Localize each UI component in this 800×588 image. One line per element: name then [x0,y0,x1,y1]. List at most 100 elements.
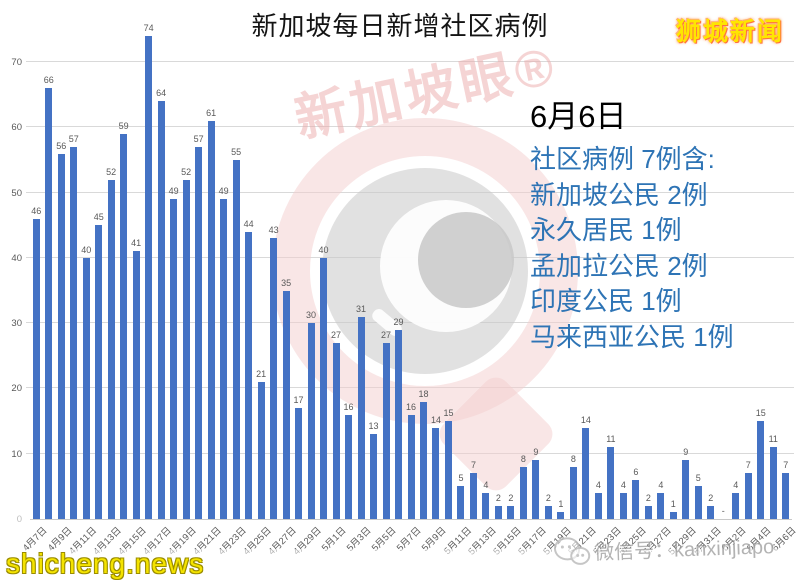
bar-value-label: 4 [483,479,489,490]
bar-value-label: 52 [181,166,192,177]
bar [694,486,702,519]
bar [182,179,190,519]
bar-value-label: 14 [580,414,591,425]
bar [607,447,615,519]
bar-value-label: 66 [43,75,54,86]
bar-value-label: 13 [368,421,379,432]
bar [270,238,278,519]
y-tick-label: 60 [11,122,22,134]
bar [145,36,153,519]
bar [482,492,490,519]
bar [432,427,440,519]
bottom-fade-strip [0,549,800,588]
bar-value-label: 17 [293,395,304,406]
bar-value-label: 8 [520,453,526,464]
bar-value-label: 29 [393,316,404,327]
bar [769,447,777,519]
bar-value-label: 7 [470,460,476,471]
bar [707,505,715,519]
bar-value-label: 56 [56,140,67,151]
annotation-line: 社区病例 7例含: [530,144,715,174]
y-tick-label: 30 [11,318,22,330]
bar [757,421,765,519]
gridline [26,61,794,63]
bar-value-label: 45 [93,212,104,223]
bar [682,460,690,519]
bar [657,492,665,519]
bar-value-label: 30 [306,310,317,321]
bar [282,290,290,519]
bar-value-label: 31 [356,303,367,314]
bar-value-label: 9 [533,447,539,458]
bar [232,160,240,519]
bar [332,342,340,519]
bar [345,414,353,519]
annotation-line: 新加坡公民 2例 [530,179,708,210]
bar-value-label: 15 [755,408,766,419]
bar-value-label: 6 [633,466,639,477]
bar [245,231,253,519]
bar-value-label: 55 [231,147,242,158]
bar-value-label: 5 [695,473,701,484]
bar-value-label: 16 [405,401,417,412]
bar [569,466,577,519]
bar-value-label: 49 [218,186,229,197]
bar-value-label: 2 [495,492,501,503]
wechat-account-label: 微信号：kanxinjiapo [593,535,775,564]
bar-value-label: - [721,506,725,516]
bar [632,479,640,519]
bar-value-label: 16 [343,401,354,412]
annotation-date: 6月6日 [530,99,627,134]
y-axis: 0 10 20 30 40 50 60 70 [0,36,24,525]
bar-value-label: 4 [733,479,739,490]
bar [107,179,115,519]
bar [82,257,90,519]
bar [57,153,65,519]
bar [494,505,502,519]
bar-value-label: 9 [683,447,689,458]
bar-value-label: 49 [168,186,179,197]
bar-value-label: 5 [458,473,464,484]
bar [120,133,128,519]
bar [207,120,215,519]
bar-value-label: 18 [418,388,429,399]
bar [594,492,602,519]
bar-value-label: 2 [508,492,514,503]
bar-value-label: 1 [558,499,564,510]
watermark-website: shicheng.news [6,548,205,579]
annotation-line: 永久居民 1例 [530,215,682,245]
bar [444,421,452,519]
bar [407,414,415,519]
bar [157,101,165,519]
bars-layer: 46 66 56 57 40 45 52 59 41 74 64 49 52 57 61 49 55 44 21 43… [30,23,792,520]
bar [732,492,740,519]
annotation-block: 6月6日 社区病例 7例含: 新加坡公民 2例 永久居民 1例 孟加拉公民 2例… [530,98,734,355]
bar-value-label: 57 [68,133,79,144]
bar-value-label: 43 [268,225,279,236]
wechat-icon [551,534,591,569]
bar-value-label: 27 [381,329,392,340]
bar [32,218,40,519]
chart-title: 新加坡每日新增社区病例 [251,11,549,41]
y-tick-label: 50 [11,187,22,199]
bar-value-label: 61 [206,107,217,118]
bar-value-label: 41 [131,238,142,249]
bar-value-label: 14 [430,414,441,425]
bar [382,342,390,519]
y-tick-label: 10 [11,448,22,460]
bar-value-label: 40 [81,244,92,255]
bar [170,199,178,519]
bar-value-label: 64 [156,88,167,99]
bar-value-label: 1 [670,499,676,510]
bar-value-label: 40 [318,244,329,255]
bar-value-label: 59 [118,120,129,131]
bar [320,257,328,519]
bar [220,199,228,519]
bar [644,505,652,519]
y-tick-label: 70 [11,57,22,69]
bar [619,492,627,519]
y-tick-label: 0 [16,514,22,525]
bar-value-label: 74 [143,23,154,33]
annotation-line: 马来西亚公民 1例 [530,321,734,352]
